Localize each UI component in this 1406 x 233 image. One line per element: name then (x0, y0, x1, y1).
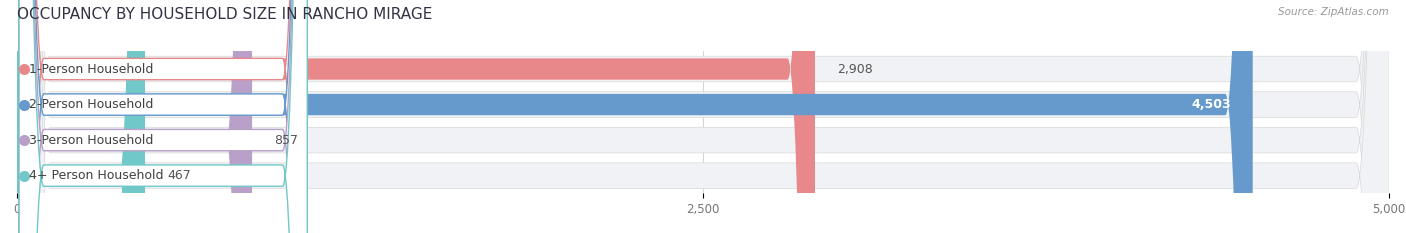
FancyBboxPatch shape (17, 0, 252, 233)
FancyBboxPatch shape (17, 0, 1389, 233)
FancyBboxPatch shape (17, 0, 145, 233)
Text: 4,503: 4,503 (1191, 98, 1230, 111)
Text: 2-Person Household: 2-Person Household (30, 98, 153, 111)
FancyBboxPatch shape (17, 0, 1389, 233)
Text: 4+ Person Household: 4+ Person Household (30, 169, 165, 182)
FancyBboxPatch shape (17, 0, 1389, 233)
FancyBboxPatch shape (17, 0, 815, 233)
FancyBboxPatch shape (20, 0, 308, 233)
FancyBboxPatch shape (17, 0, 1253, 233)
Text: 2,908: 2,908 (837, 62, 873, 75)
Text: 3-Person Household: 3-Person Household (30, 134, 153, 147)
Text: 857: 857 (274, 134, 298, 147)
Text: 467: 467 (167, 169, 191, 182)
Text: 1-Person Household: 1-Person Household (30, 62, 153, 75)
FancyBboxPatch shape (20, 0, 308, 233)
FancyBboxPatch shape (20, 0, 308, 233)
FancyBboxPatch shape (20, 0, 308, 233)
Text: Source: ZipAtlas.com: Source: ZipAtlas.com (1278, 7, 1389, 17)
FancyBboxPatch shape (17, 0, 1389, 233)
Text: OCCUPANCY BY HOUSEHOLD SIZE IN RANCHO MIRAGE: OCCUPANCY BY HOUSEHOLD SIZE IN RANCHO MI… (17, 7, 432, 22)
